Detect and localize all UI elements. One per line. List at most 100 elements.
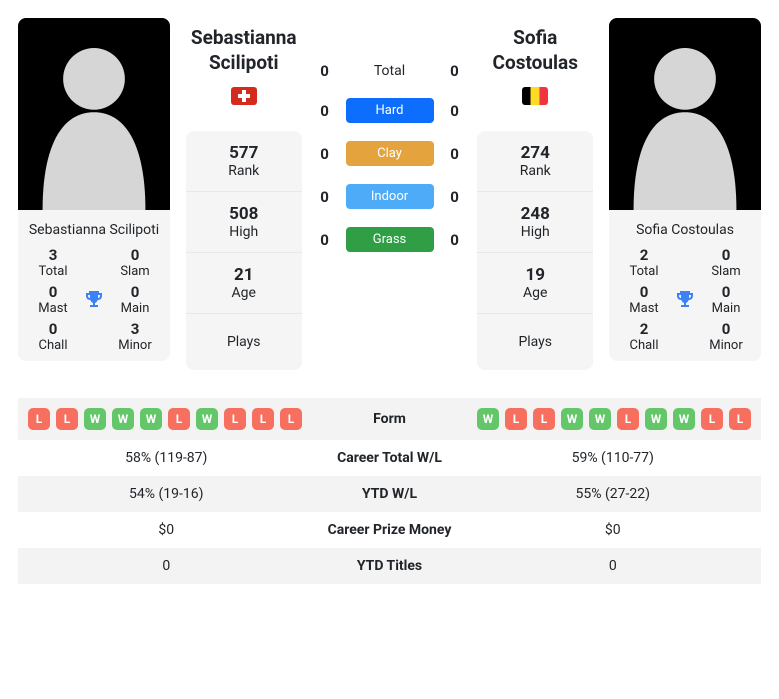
h2h-surface-row: 0Clay0	[318, 141, 462, 166]
h2h-left-val: 0	[318, 62, 332, 80]
h2h-right-val: 0	[448, 231, 462, 249]
compare-left: LLWWWLWLLL	[28, 408, 305, 430]
player-name-right: Sofia Costoulas	[609, 210, 761, 246]
stat-mast: 0 Mast	[28, 283, 78, 316]
form-loss-chip: L	[617, 408, 639, 430]
silhouette-icon	[29, 30, 159, 210]
form-win-chip: W	[673, 408, 695, 430]
h2h-surfaces: 0Hard00Clay00Indoor00Grass0	[318, 98, 462, 252]
form-loss-chip: L	[505, 408, 527, 430]
avatar-left	[18, 18, 170, 210]
compare-left: $0	[28, 522, 305, 538]
player-name-left: Sebastianna Scilipoti	[18, 210, 170, 246]
form-loss-chip: L	[729, 408, 751, 430]
plays-cell: Plays	[477, 314, 593, 370]
trophy-icon	[82, 288, 106, 312]
compare-right: 55% (27-22)	[475, 486, 752, 502]
form-loss-chip: L	[168, 408, 190, 430]
form-loss-chip: L	[28, 408, 50, 430]
plays-cell: Plays	[186, 314, 302, 370]
compare-row-form: LLWWWLWLLLFormWLLWWLWWLL	[18, 398, 761, 440]
flag-sui-icon	[231, 87, 257, 105]
compare-label: YTD W/L	[305, 486, 475, 502]
compare-left: 58% (119-87)	[28, 450, 305, 466]
rank-cell: 577 Rank	[186, 131, 302, 192]
age-cell: 21 Age	[186, 253, 302, 314]
stat-total: 3 Total	[28, 246, 78, 279]
form-chips: WLLWWLWWLL	[475, 408, 752, 430]
stat-chall: 0 Chall	[28, 320, 78, 353]
form-win-chip: W	[477, 408, 499, 430]
stat-slam: 0 Slam	[701, 246, 751, 279]
player-card-right: Sofia Costoulas 2 Total 0 Slam 0 Mast	[609, 18, 761, 361]
compare-right: WLLWWLWWLL	[475, 408, 752, 430]
h2h-surface-row: 0Hard0	[318, 98, 462, 123]
stat-chall: 2 Chall	[619, 320, 669, 353]
avatar-right	[609, 18, 761, 210]
form-win-chip: W	[645, 408, 667, 430]
h2h-total-row: 0 Total 0	[318, 62, 462, 80]
form-loss-chip: L	[701, 408, 723, 430]
form-win-chip: W	[112, 408, 134, 430]
h2h-left-val: 0	[318, 188, 332, 206]
age-cell: 19 Age	[477, 253, 593, 314]
rank-box-right: 274 Rank 248 High 19 Age Plays	[477, 131, 593, 370]
h2h-left-val: 0	[318, 231, 332, 249]
titles-grid-left: 3 Total 0 Slam 0 Mast 0 Main	[18, 246, 170, 361]
form-chips: LLWWWLWLLL	[28, 408, 305, 430]
h2h-left-val: 0	[318, 145, 332, 163]
compare-row: $0Career Prize Money$0	[18, 512, 761, 548]
compare-table: LLWWWLWLLLFormWLLWWLWWLL58% (119-87)Care…	[18, 398, 761, 584]
surface-chip: Clay	[346, 141, 434, 166]
rank-box-left: 577 Rank 508 High 21 Age Plays	[186, 131, 302, 370]
stat-total: 2 Total	[619, 246, 669, 279]
form-loss-chip: L	[56, 408, 78, 430]
form-loss-chip: L	[280, 408, 302, 430]
stat-main: 0 Main	[701, 283, 751, 316]
stat-slam: 0 Slam	[110, 246, 160, 279]
compare-label: Form	[305, 411, 475, 427]
surface-chip: Indoor	[346, 184, 434, 209]
stat-main: 0 Main	[110, 283, 160, 316]
compare-right: 0	[475, 558, 752, 574]
stat-minor: 3 Minor	[110, 320, 160, 353]
h2h-surface-row: 0 Grass 0	[318, 227, 462, 252]
h2h-column: 0 Total 0 0 Hard 0 0 Clay 0 0 Indoor 0 0 Grass 0	[318, 62, 462, 252]
name-col-left: Sebastianna Scilipoti 577 Rank 508 High …	[186, 18, 302, 370]
form-win-chip: W	[140, 408, 162, 430]
name-col-right: Sofia Costoulas 274 Rank 248 High 19 Age…	[477, 18, 593, 370]
h2h-surface-row: 0 Indoor 0	[318, 184, 462, 209]
form-loss-chip: L	[252, 408, 274, 430]
high-cell: 248 High	[477, 192, 593, 253]
top-section: Sebastianna Scilipoti 3 Total 0 Slam 0 M…	[18, 18, 761, 370]
form-win-chip: W	[196, 408, 218, 430]
player-heading-left: Sebastianna Scilipoti	[191, 26, 297, 75]
compare-row: 58% (119-87)Career Total W/L59% (110-77)	[18, 440, 761, 476]
h2h-right-val: 0	[448, 188, 462, 206]
form-win-chip: W	[589, 408, 611, 430]
flag-bel-icon	[522, 87, 548, 105]
h2h-total-label: Total	[374, 63, 405, 79]
player-card-left: Sebastianna Scilipoti 3 Total 0 Slam 0 M…	[18, 18, 170, 361]
surface-chip: Grass	[346, 227, 434, 252]
rank-cell: 274 Rank	[477, 131, 593, 192]
compare-row: 54% (19-16)YTD W/L55% (27-22)	[18, 476, 761, 512]
compare-left: 54% (19-16)	[28, 486, 305, 502]
form-win-chip: W	[561, 408, 583, 430]
compare-right: 59% (110-77)	[475, 450, 752, 466]
h2h-left-val: 0	[318, 102, 332, 120]
compare-left: 0	[28, 558, 305, 574]
compare-label: Career Prize Money	[305, 522, 475, 538]
compare-right: $0	[475, 522, 752, 538]
titles-grid-right: 2 Total 0 Slam 0 Mast 0 Main	[609, 246, 761, 361]
trophy-icon	[673, 288, 697, 312]
stat-minor: 0 Minor	[701, 320, 751, 353]
player-heading-right: Sofia Costoulas	[493, 26, 578, 75]
compare-label: YTD Titles	[305, 558, 475, 574]
form-loss-chip: L	[533, 408, 555, 430]
surface-chip: Hard	[346, 98, 434, 123]
high-cell: 508 High	[186, 192, 302, 253]
compare-row: 0YTD Titles0	[18, 548, 761, 584]
h2h-right-val: 0	[447, 62, 461, 80]
stat-mast: 0 Mast	[619, 283, 669, 316]
